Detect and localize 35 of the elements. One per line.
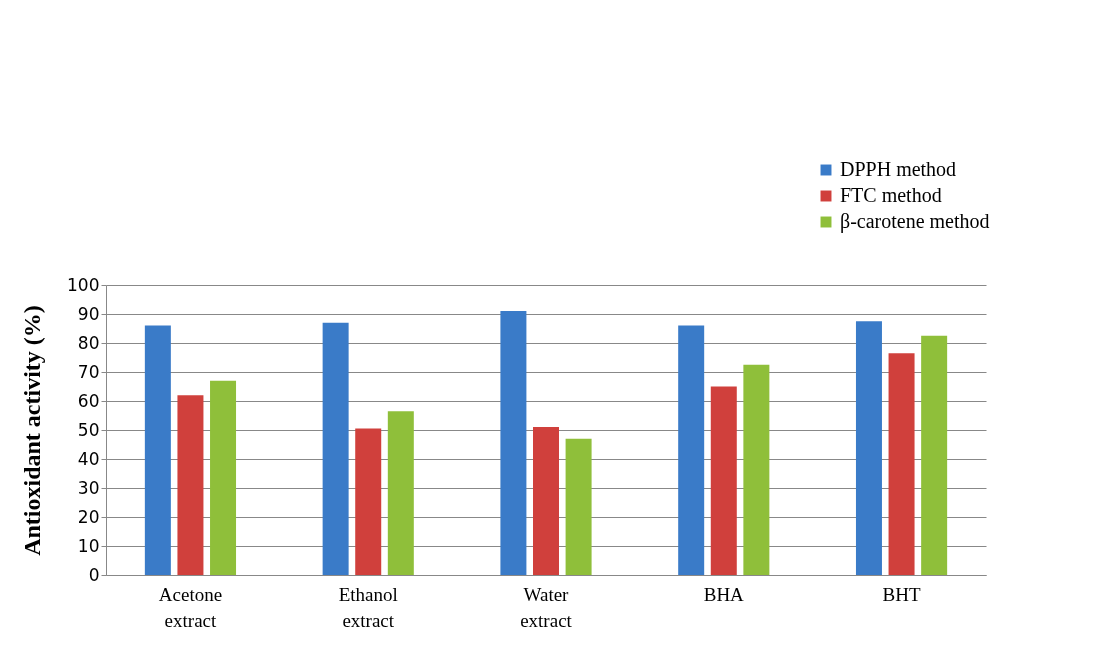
y-tick-label: 20 <box>77 506 100 527</box>
y-tick-label: 90 <box>77 303 100 324</box>
y-tick-label: 100 <box>67 274 100 295</box>
legend-label: FTC method <box>840 184 942 206</box>
y-tick-label: 60 <box>77 390 100 411</box>
bar <box>500 311 527 575</box>
y-tick-label: 30 <box>77 477 100 498</box>
legend-label: β-carotene method <box>840 210 990 233</box>
bar <box>710 386 737 575</box>
y-axis-title: Antioxidant activity (%) <box>19 305 46 556</box>
bar <box>565 438 592 575</box>
bar <box>888 353 915 575</box>
y-tick-label: 50 <box>77 419 100 440</box>
bar <box>322 322 349 575</box>
y-tick-label: 40 <box>77 448 100 469</box>
bar <box>387 411 414 575</box>
y-tick-label: 10 <box>77 535 100 556</box>
bar <box>144 325 171 575</box>
y-tick-label: 0 <box>88 564 100 585</box>
x-tick-label: Acetone extract <box>158 583 223 631</box>
bar <box>533 427 559 575</box>
x-tick-label: Ethanol extract <box>338 583 398 631</box>
bar <box>743 364 770 575</box>
y-tick-label: 70 <box>77 361 100 382</box>
bar <box>678 325 705 575</box>
x-tick-label: Water extract <box>520 583 573 631</box>
bar <box>177 395 204 575</box>
bar <box>355 428 382 575</box>
bar <box>210 380 237 575</box>
y-tick-label: 80 <box>77 332 100 353</box>
bar <box>855 321 882 575</box>
x-tick-label: BHA <box>703 583 745 605</box>
bar <box>921 335 948 575</box>
x-tick-label: BHT <box>882 583 921 605</box>
legend-label: DPPH method <box>840 158 957 180</box>
